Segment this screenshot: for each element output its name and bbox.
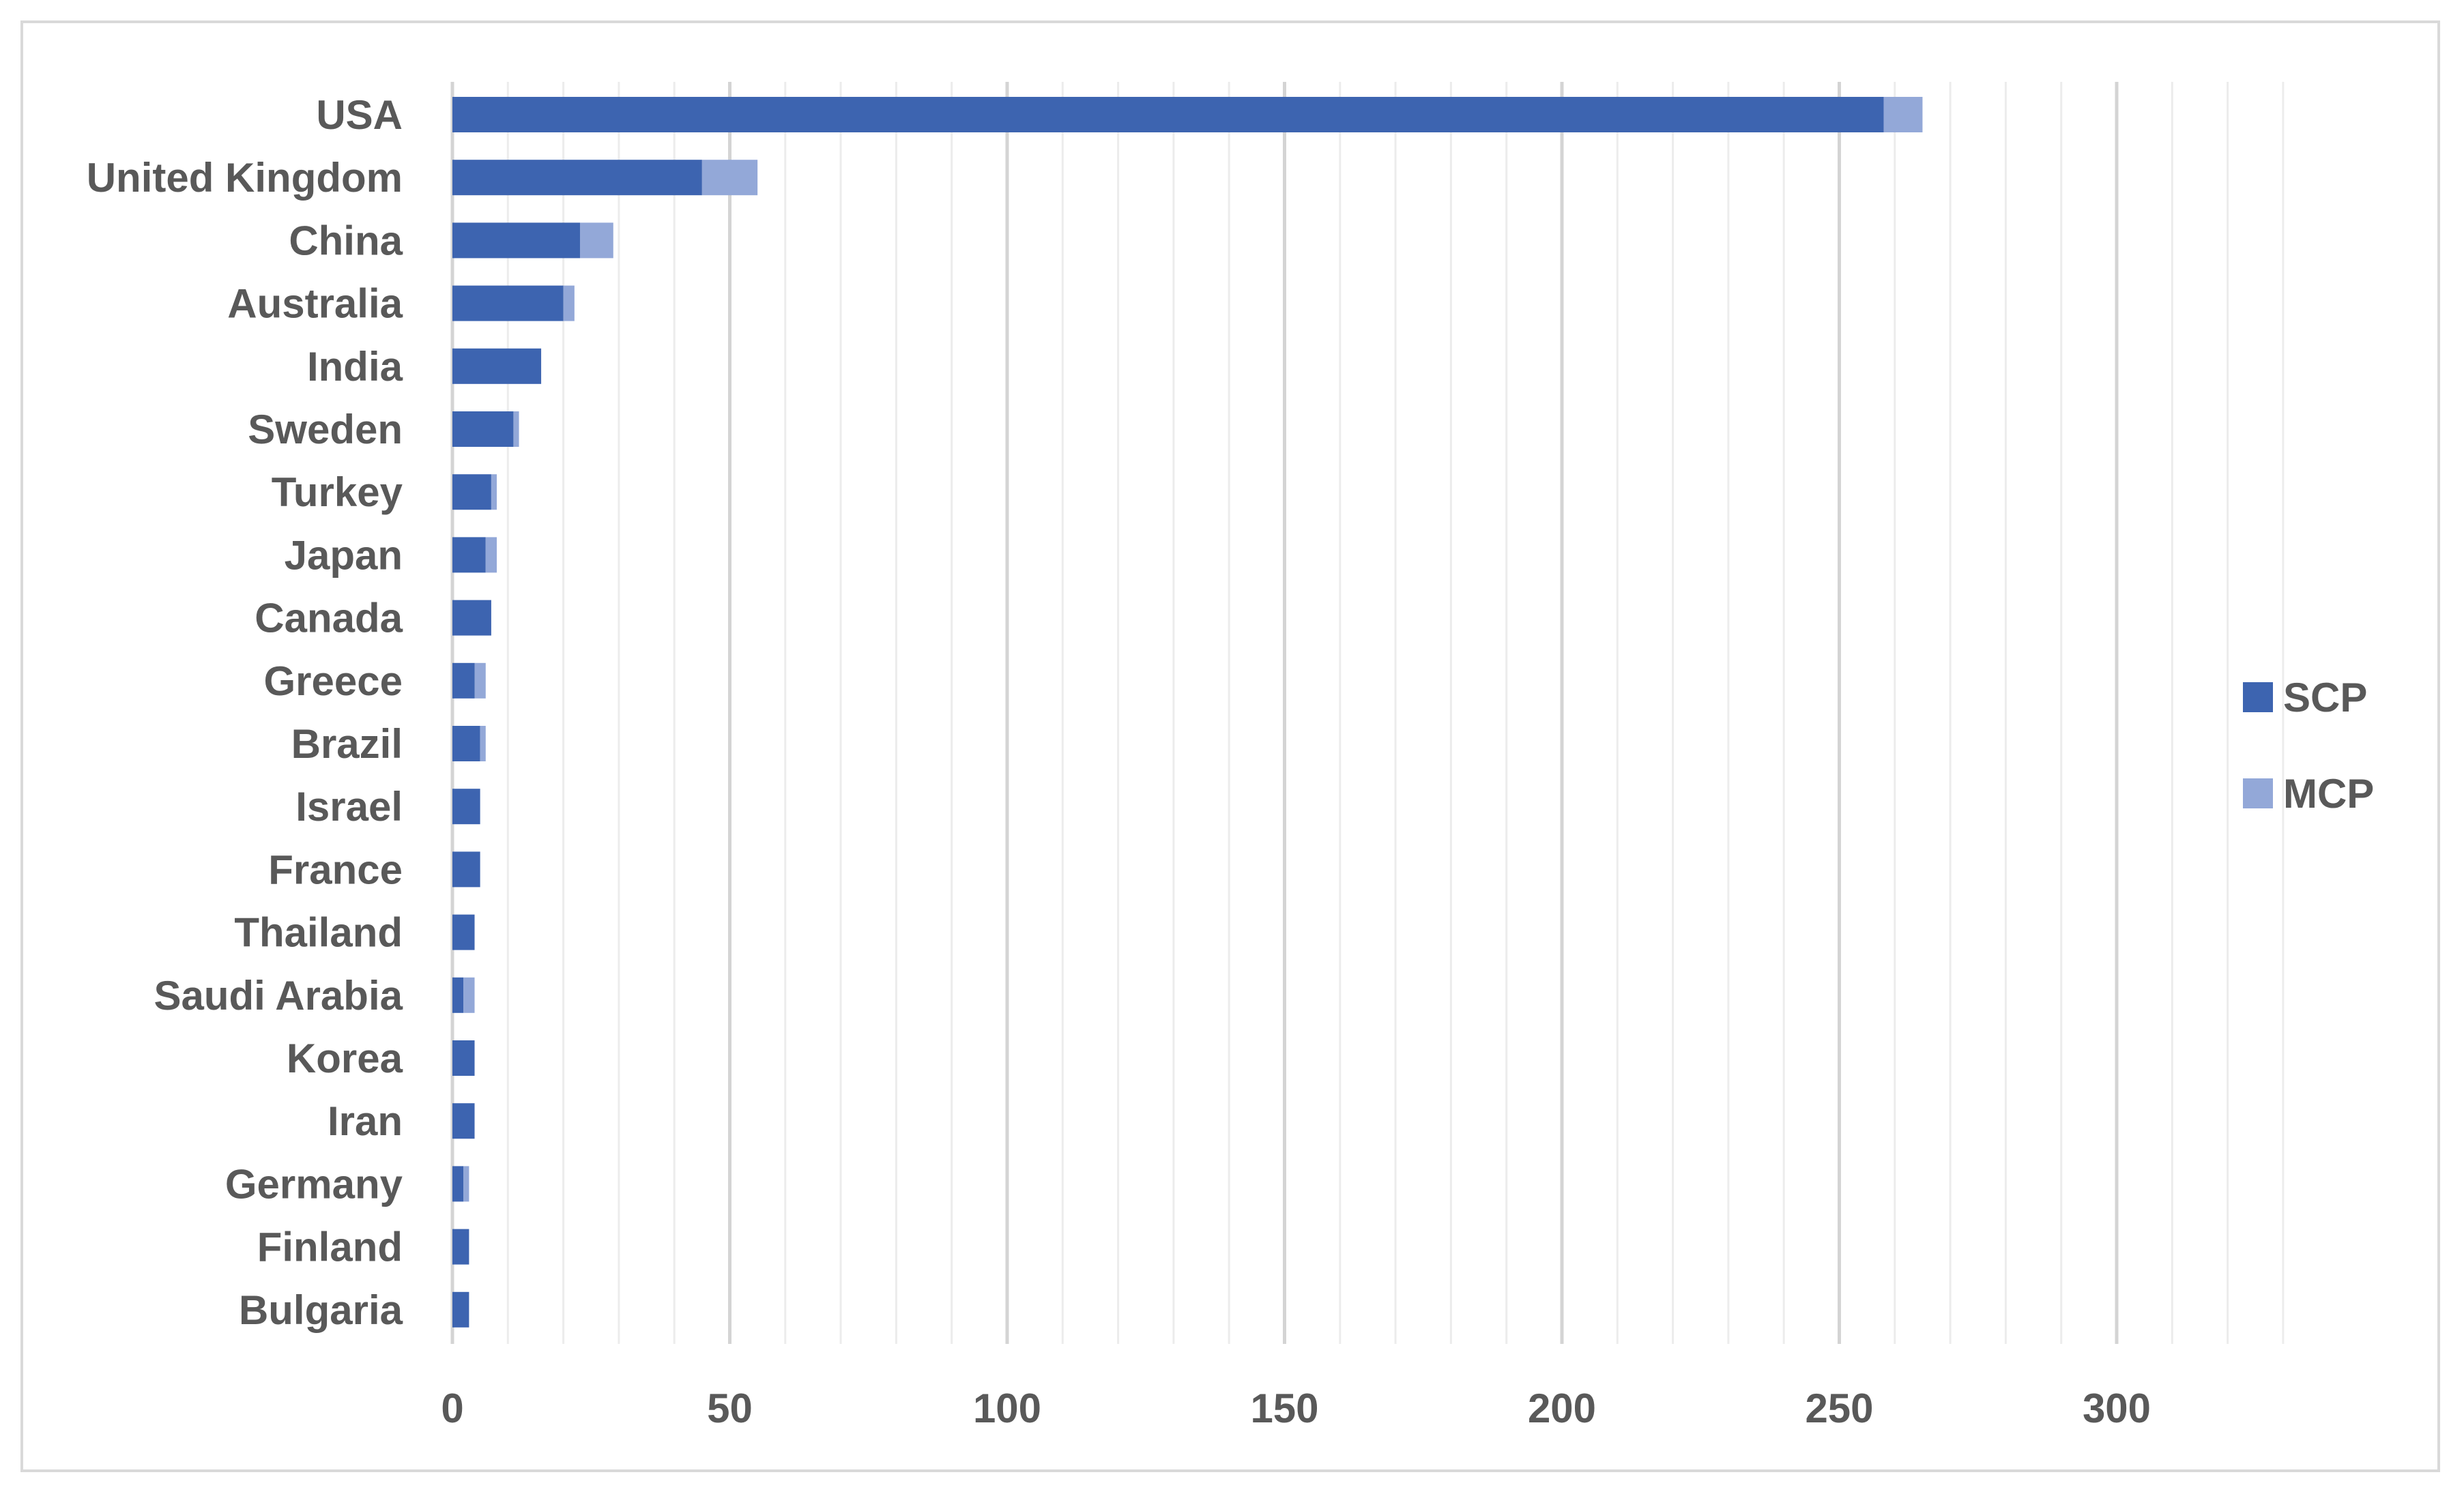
bar-scp bbox=[452, 1040, 475, 1076]
bar-mcp bbox=[513, 411, 519, 447]
category-label: Thailand bbox=[234, 910, 403, 956]
category-label: United Kingdom bbox=[87, 155, 403, 201]
bar-mcp bbox=[563, 285, 575, 321]
bar-scp bbox=[452, 160, 702, 196]
bar-scp bbox=[452, 1166, 464, 1202]
bar-scp bbox=[452, 537, 486, 573]
legend-label-mcp: MCP bbox=[2283, 771, 2374, 817]
bar-scp bbox=[452, 726, 480, 761]
bar-scp bbox=[452, 851, 480, 888]
category-label: Australia bbox=[227, 281, 403, 327]
x-tick-label: 100 bbox=[973, 1386, 1041, 1431]
bar-scp bbox=[452, 222, 580, 259]
category-label: Saudi Arabia bbox=[154, 973, 403, 1019]
legend-label-scp: SCP bbox=[2283, 675, 2367, 720]
category-label: Sweden bbox=[248, 407, 403, 452]
bar-mcp bbox=[480, 726, 486, 761]
bar-scp bbox=[452, 1229, 469, 1265]
category-label: Brazil bbox=[291, 721, 403, 767]
x-tick-labels: 0 50 100 150 200 250 300 bbox=[441, 1386, 2151, 1431]
bar-scp bbox=[452, 348, 542, 384]
bar-scp bbox=[452, 789, 480, 825]
bar-scp bbox=[452, 474, 491, 510]
x-tick-label: 0 bbox=[441, 1386, 463, 1431]
chart-frame bbox=[20, 20, 2440, 1472]
category-label: Greece bbox=[264, 658, 403, 704]
bar-scp bbox=[452, 1291, 469, 1328]
bar-mcp bbox=[463, 977, 475, 1013]
bar-mcp bbox=[463, 1166, 469, 1202]
category-label: Israel bbox=[295, 784, 403, 830]
category-label: Iran bbox=[328, 1098, 403, 1144]
category-label: Korea bbox=[287, 1036, 403, 1081]
category-label: Canada bbox=[255, 596, 403, 641]
category-label: Bulgaria bbox=[239, 1287, 403, 1333]
bar-mcp bbox=[485, 537, 497, 573]
category-label: China bbox=[289, 218, 403, 263]
bar-mcp bbox=[701, 160, 758, 196]
category-label: India bbox=[307, 344, 403, 390]
bar-scp bbox=[452, 285, 564, 321]
x-tick-label: 300 bbox=[2083, 1386, 2151, 1431]
bar-scp bbox=[452, 600, 491, 636]
gridlines bbox=[450, 82, 2285, 1344]
bar-mcp bbox=[1883, 97, 1923, 132]
legend-swatch-scp bbox=[2243, 682, 2273, 712]
category-labels: USA United Kingdom China Australia India Swed… bbox=[87, 92, 403, 1333]
bar-scp bbox=[452, 662, 475, 699]
bars bbox=[452, 97, 1923, 1328]
bar-scp bbox=[452, 914, 475, 950]
x-tick-label: 250 bbox=[1805, 1386, 1873, 1431]
legend: SCP MCP bbox=[2243, 675, 2374, 817]
bar-scp bbox=[452, 411, 514, 447]
category-label: Germany bbox=[225, 1161, 403, 1207]
category-label: USA bbox=[316, 92, 403, 138]
bar-mcp bbox=[474, 662, 486, 699]
legend-swatch-mcp bbox=[2243, 778, 2273, 808]
category-label: Finland bbox=[257, 1225, 403, 1270]
bar-scp bbox=[452, 1103, 475, 1139]
bar-scp bbox=[452, 97, 1884, 132]
x-tick-label: 50 bbox=[707, 1386, 753, 1431]
bar-mcp bbox=[491, 474, 497, 510]
bar-mcp bbox=[579, 222, 613, 259]
x-tick-label: 200 bbox=[1528, 1386, 1596, 1431]
category-label: Turkey bbox=[272, 469, 403, 515]
category-label: Japan bbox=[285, 532, 403, 578]
bar-scp bbox=[452, 977, 464, 1013]
category-label: France bbox=[268, 847, 403, 892]
x-tick-label: 150 bbox=[1250, 1386, 1318, 1431]
